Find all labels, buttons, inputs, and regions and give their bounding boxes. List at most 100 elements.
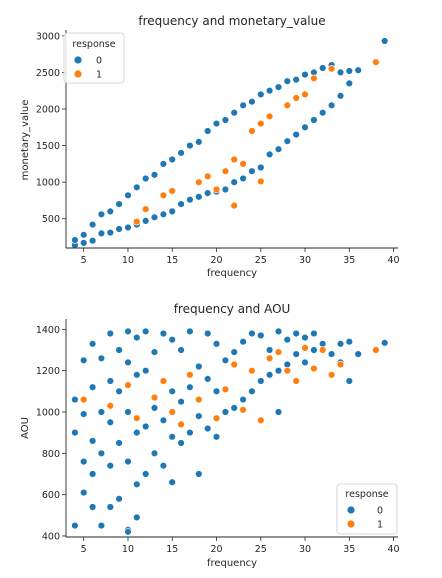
scatter-point-series-1 (283, 367, 291, 375)
x-tick-label: 30 (299, 255, 311, 266)
scatter-point-series-0 (159, 160, 168, 168)
scatter-point-series-0 (124, 191, 132, 200)
scatter-point-series-0 (381, 37, 389, 45)
scatter-point-series-0 (71, 395, 79, 404)
scatter-point-series-1 (319, 346, 327, 354)
scatter-point-series-0 (345, 79, 353, 88)
scatter-point-series-0 (283, 336, 291, 344)
y-tick-label: 1500 (36, 141, 60, 152)
scatter-point-series-1 (212, 185, 221, 194)
x-tick-label: 40 (388, 255, 400, 266)
scatter-point-series-1 (372, 346, 380, 354)
scatter-point-series-0 (186, 327, 194, 336)
scatter-point-series-0 (204, 375, 212, 383)
scatter-point-series-0 (115, 225, 123, 233)
scatter-point-series-0 (345, 67, 353, 75)
chart-frequency-monetary-value: frequency and monetary_value 5 10 15 20 25 30… (20, 14, 400, 279)
scatter-point-series-0 (354, 350, 362, 358)
scatter-point-series-0 (345, 338, 353, 346)
scatter-point-series-0 (239, 174, 247, 183)
scatter-point-series-0 (186, 141, 194, 150)
scatter-point-series-0 (115, 387, 123, 395)
scatter-point-series-0 (265, 150, 274, 159)
scatter-point-series-1 (292, 94, 300, 102)
scatter-point-series-0 (79, 410, 88, 418)
scatter-point-series-0 (274, 83, 283, 91)
scatter-point-series-0 (106, 503, 115, 511)
x-tick-label: 10 (122, 544, 134, 555)
scatter-point-series-0 (221, 116, 230, 124)
scatter-point-series-0 (310, 116, 318, 124)
scatter-point-series-0 (186, 383, 194, 391)
legend-title: response (345, 489, 388, 500)
scatter-point-series-0 (195, 412, 203, 420)
scatter-point-series-0 (204, 127, 212, 135)
scatter-point-series-1 (274, 348, 283, 356)
scatter-point-series-0 (239, 395, 247, 404)
scatter-point-series-0 (168, 478, 176, 486)
scatter-point-series-0 (124, 457, 132, 466)
scatter-point-series-0 (97, 210, 106, 219)
scatter-point-series-0 (106, 418, 115, 426)
scatter-point-series-0 (115, 346, 123, 354)
x-tick-label: 5 (81, 255, 87, 266)
scatter-point-series-0 (177, 398, 185, 406)
x-tick-label: 10 (122, 255, 134, 266)
scatter-points (71, 327, 389, 536)
scatter-point-series-0 (310, 329, 318, 338)
chart-title: frequency and monetary_value (138, 14, 325, 28)
scatter-point-series-0 (124, 528, 132, 536)
scatter-point-series-1 (310, 364, 318, 373)
legend: response 0 1 (336, 483, 398, 535)
scatter-point-series-0 (79, 356, 88, 364)
scatter-point-series-0 (239, 338, 247, 346)
y-tick-label: 500 (42, 214, 60, 225)
scatter-point-series-0 (204, 424, 212, 433)
scatter-point-series-0 (186, 428, 194, 437)
scatter-point-series-0 (88, 470, 97, 478)
scatter-point-series-0 (133, 428, 141, 437)
scatter-point-series-0 (354, 66, 362, 74)
scatter-point-series-0 (283, 77, 291, 85)
y-axis-label: monetary_value (20, 100, 31, 181)
scatter-point-series-0 (310, 346, 318, 354)
scatter-point-series-0 (248, 167, 256, 175)
scatter-point-series-1 (159, 377, 168, 385)
scatter-point-series-1 (221, 167, 230, 175)
scatter-point-series-0 (204, 329, 212, 338)
x-axis-label: frequency (207, 268, 257, 279)
scatter-point-series-0 (274, 367, 283, 375)
x-tick-label: 25 (255, 544, 267, 555)
scatter-point-series-0 (248, 97, 256, 106)
x-tick-label: 5 (81, 544, 87, 555)
x-tick-label: 15 (166, 255, 178, 266)
y-tick-label: 2000 (36, 105, 60, 116)
scatter-point-series-0 (88, 437, 97, 445)
scatter-point-series-0 (150, 404, 159, 412)
scatter-point-series-1 (168, 408, 176, 416)
legend-label-1: 1 (377, 520, 383, 531)
scatter-point-series-0 (97, 449, 106, 457)
scatter-point-series-0 (195, 193, 203, 201)
scatter-point-series-0 (177, 149, 185, 157)
scatter-point-series-0 (319, 108, 327, 117)
x-tick-label: 35 (343, 544, 355, 555)
y-tick-label: 600 (42, 490, 60, 501)
scatter-point-series-1 (177, 420, 185, 429)
scatter-point-series-1 (265, 354, 274, 362)
scatter-point-series-0 (150, 213, 159, 222)
scatter-point-series-0 (106, 377, 115, 385)
scatter-point-series-0 (168, 155, 176, 164)
scatter-point-series-0 (115, 439, 123, 447)
scatter-point-series-0 (292, 130, 300, 139)
scatter-point-series-0 (319, 340, 327, 348)
scatter-point-series-0 (124, 327, 132, 336)
y-tick-label: 400 (42, 531, 60, 542)
scatter-point-series-0 (265, 86, 274, 95)
scatter-point-series-1 (257, 119, 265, 128)
y-tick-label: 1000 (36, 407, 60, 418)
scatter-point-series-1 (283, 101, 291, 110)
scatter-point-series-0 (230, 348, 238, 356)
